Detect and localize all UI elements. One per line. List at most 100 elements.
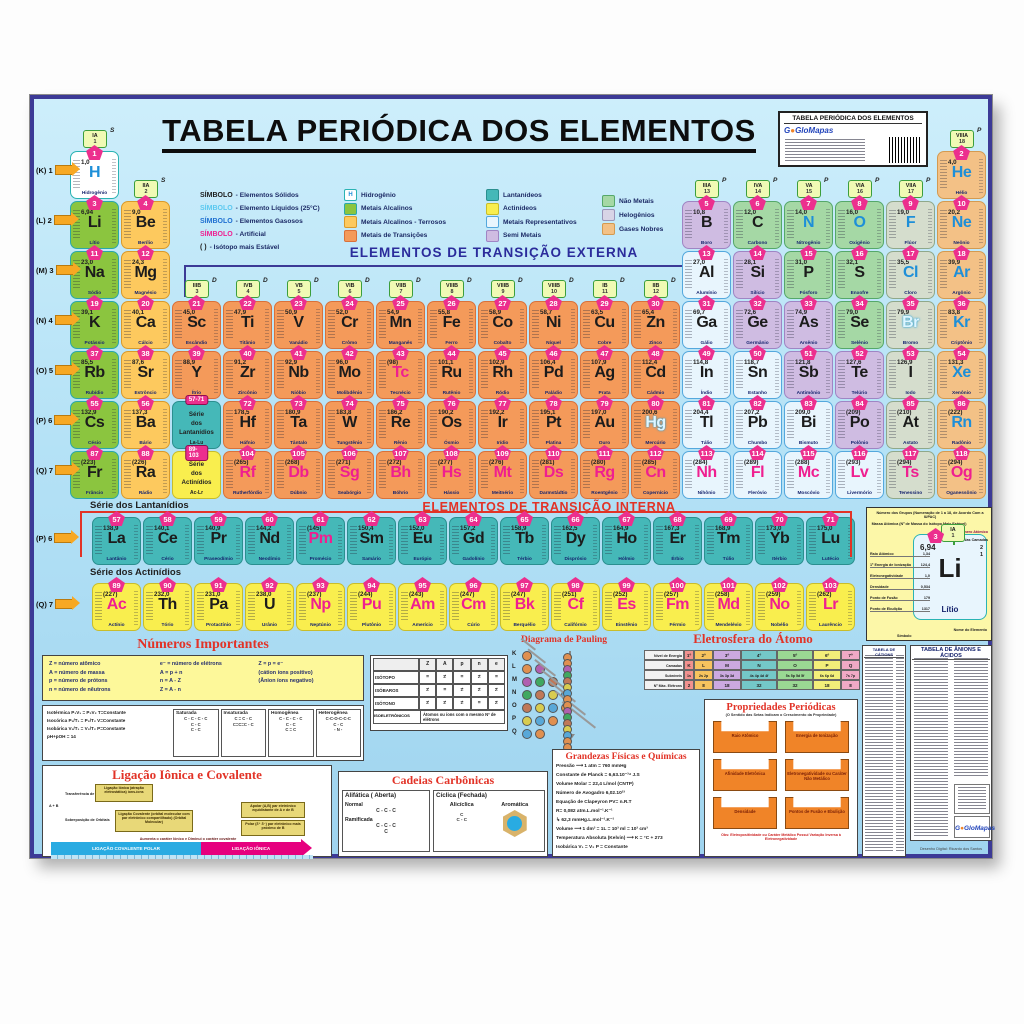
electron-shells [469,359,473,393]
series-label: Série [188,461,205,468]
element-cell-Dy: 66 162,5 Dy Disprósio [551,511,600,565]
element-name: Lítio [89,241,100,246]
element-name: Tálio [700,441,713,446]
bond-box-ionic: Ligação Iônica (atração eletrostática) í… [95,784,153,802]
property-shape: Densidade [713,797,777,829]
electron-shells [979,409,983,443]
isotope-cell: = [470,697,488,710]
element-symbol: Fe [442,314,461,331]
element-name: Actínio [108,623,125,628]
element-symbol: C [751,214,764,231]
isotope-cell: = [453,671,471,684]
atomic-mass: 32,1 [846,259,859,266]
atomic-mass: 63,5 [591,309,604,316]
element-symbol: Li [87,214,102,231]
atomic-number-badge: 68 [669,511,686,526]
aliphatic-box: Alifática ( Aberta) Normal C - C - C Ramif… [342,790,430,852]
atomic-mass: (227) [103,591,118,598]
property-values [299,592,306,622]
element-cell-Ti: 22 47,9 Ti Titânio [223,295,272,349]
atomic-mass: (226) [132,459,147,466]
atomic-number-badge: 110 [545,445,562,460]
element-cell-Kr: 36 83,8 Kr Criptônio [937,295,986,349]
element-cell-Be: 4 9,0 Be Berílio [121,195,170,249]
electrosphere-level-K: 1º K 1s 2 [684,650,695,690]
electron-shells [673,309,677,343]
series-range-badge: 89-103 [184,445,209,461]
electron-shells [542,525,546,559]
electron-shells [418,309,422,343]
element-symbol: Nh [696,464,717,481]
element-name: Titânio [239,341,256,346]
isotope-cell: = [419,671,437,684]
atomic-mass: 16,0 [846,209,859,216]
pauling-orbital-dot [522,690,532,700]
atomic-mass: (277) [438,459,453,466]
element-cell-Lr: 103 (262) Lr Laurêncio [806,577,855,631]
property-values [838,310,845,340]
sample-property-row: Densidade 0,534 [870,585,930,590]
group-tag-9: VIIIB 9 [491,280,515,301]
element-cell-Br: 35 79,9 Br Bromo [886,295,935,349]
atomic-mass: 96,0 [336,359,349,366]
cyclic-box: Cíclica (Fechada) Alicíclica C C - C Aro… [433,790,545,852]
element-cell-Db: 105 (268) Db Dúbnio [274,445,323,499]
element-name: Neodímio [258,557,281,562]
property-values [124,310,131,340]
element-symbol: Rg [594,464,615,481]
electron-shells [287,591,291,625]
pauling-shell-label: K [512,651,517,657]
element-name: Copernício [642,491,669,496]
property-values [532,460,539,490]
property-values [481,460,488,490]
atomic-mass: 178,5 [234,409,250,416]
bond-scale-bar: LIGAÇÃO COVALENTE POLAR LIGAÇÃO IÔNICA [51,839,313,857]
element-name: Platina [545,441,562,446]
element-symbol: Pu [361,596,382,613]
atomic-number-badge: 81 [698,395,715,410]
atomic-mass: 35,5 [897,259,910,266]
atomic-mass: 54,9 [387,309,400,316]
element-cell-Cm: 96 (247) Cm Cúrio [449,577,498,631]
property-values [736,360,743,390]
property-values [707,526,714,556]
element-symbol: W [342,414,357,431]
element-cell-Hg: 80 200,6 Hg Mercúrio [631,395,680,449]
chain-box-insaturada: Insaturada C = C - C C=C=C - C [220,709,266,757]
category-legend-row: Não Metais [602,195,654,207]
orbital-block-letter: P [824,177,829,184]
element-name: Lutécio [821,557,840,562]
element-symbol: Zn [646,314,665,331]
element-cell-Lv: 116 (293) Lv Livermório [835,445,884,499]
element-name: Xenônio [952,391,971,396]
atomic-mass: 45,0 [183,309,196,316]
element-name: Ósmio [444,441,459,446]
element-name: Cádmio [646,391,665,396]
pauling-diagram: K L M N O P Q [512,637,596,755]
electron-shells [979,159,983,193]
atomic-number-badge: 83 [800,395,817,410]
pauling-orbital-dot [522,651,532,661]
element-name: Boro [700,241,713,246]
electron-shells [112,359,116,393]
element-symbol: Sb [798,364,819,381]
element-symbol: Pt [546,414,562,431]
atomic-number-badge: 101 [720,577,737,592]
element-name: Flúor [904,241,917,246]
electron-shells [571,409,575,443]
atomic-mass: 4,0 [948,159,957,166]
atomic-number-badge: 3 [86,195,103,210]
alicyclic-label: Alicíclica [449,802,474,808]
atomic-mass: 74,9 [795,309,808,316]
atomic-number-badge: 8 [851,195,868,210]
element-cell-Bi: 83 209,0 Bi Bismuto [784,395,833,449]
symbol-legend-row: ( ) - Isótopo mais Estável [200,243,280,251]
electrosphere-level-P: 6º P 6s 6p 6d 18 [813,650,842,690]
element-name: Ítrio [191,391,202,396]
element-name: Califórnio [564,623,587,628]
element-name: Fleróvio [748,491,767,496]
element-name: Molibdênio [336,391,363,396]
atomic-number-badge: 62 [363,511,380,526]
element-name: Mercúrio [645,441,666,446]
